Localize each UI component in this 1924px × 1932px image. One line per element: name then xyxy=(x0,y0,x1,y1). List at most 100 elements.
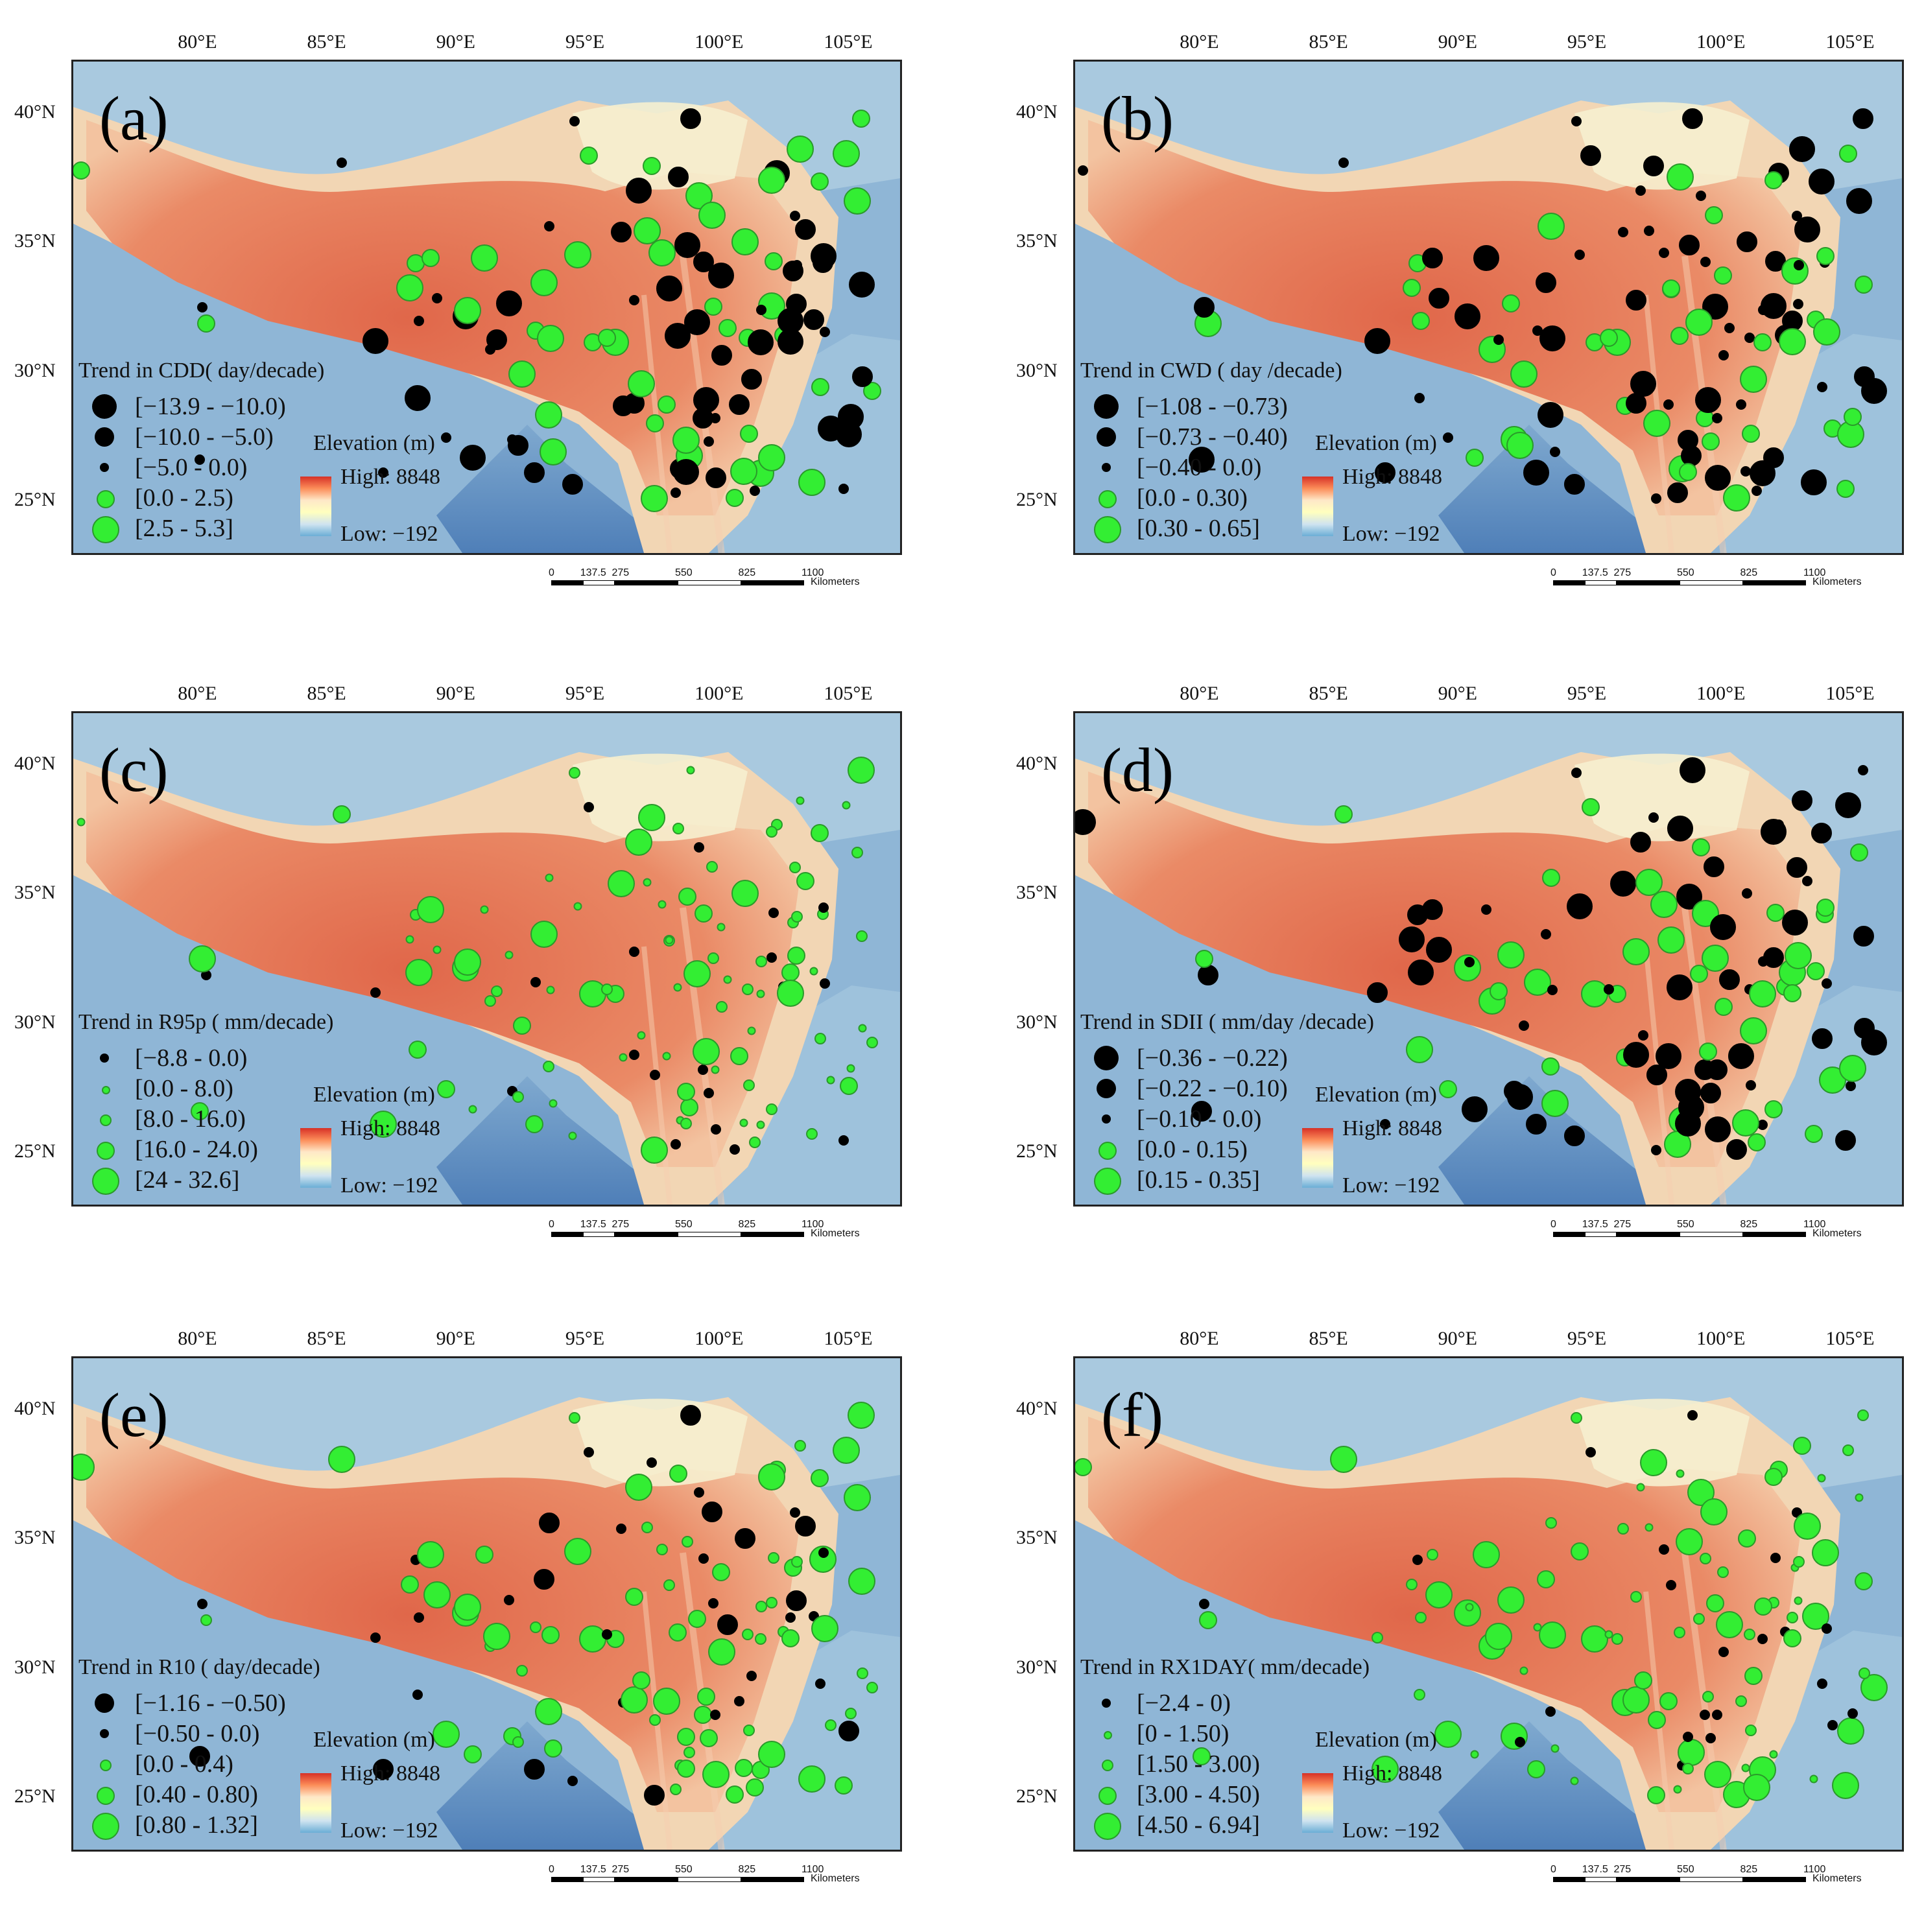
legend-item-label: [8.0 - 16.0) xyxy=(135,1105,246,1133)
panel-label: (a) xyxy=(99,84,169,153)
longitude-tick-label: 85°E xyxy=(1309,31,1348,53)
station-marker-increase xyxy=(1716,1611,1744,1639)
station-marker-decrease xyxy=(1338,157,1349,168)
station-marker-increase xyxy=(1793,1436,1812,1455)
scale-tick-label: 275 xyxy=(1613,1864,1632,1875)
station-marker-decrease xyxy=(601,1629,612,1640)
station-marker-increase xyxy=(1372,1756,1399,1784)
longitude-tick-label: 90°E xyxy=(436,683,475,704)
station-marker-increase xyxy=(600,984,613,996)
station-marker-increase xyxy=(758,1463,786,1491)
station-marker-increase xyxy=(328,1445,356,1473)
scale-tick-label: 1100 xyxy=(802,1864,824,1875)
station-marker-increase xyxy=(1806,961,1825,980)
scale-unit-label: Kilometers xyxy=(811,1228,860,1239)
station-marker-decrease xyxy=(1705,1733,1716,1744)
station-marker-increase xyxy=(1617,1523,1629,1535)
station-marker-decrease xyxy=(337,157,348,168)
station-marker-decrease xyxy=(1718,349,1729,360)
station-marker-increase xyxy=(1783,984,1802,1003)
elevation-high-label: High: 8848 xyxy=(340,1761,440,1785)
scale-tick-label: 550 xyxy=(1677,567,1694,578)
scale-tick-label: 137.5 xyxy=(1582,1219,1608,1230)
station-marker-increase xyxy=(568,1411,580,1424)
station-marker-decrease xyxy=(1801,875,1812,886)
legend-marker-increase xyxy=(1094,1168,1121,1195)
station-marker-increase xyxy=(423,1581,451,1609)
station-marker-increase xyxy=(1657,926,1685,954)
station-marker-increase xyxy=(646,414,665,433)
station-marker-increase xyxy=(1426,1548,1438,1561)
station-marker-increase xyxy=(843,187,871,215)
station-marker-decrease xyxy=(523,462,545,483)
station-marker-increase xyxy=(756,1120,765,1129)
station-marker-increase xyxy=(1537,1570,1555,1589)
map-panel: 80°E 85°E 90°E 95°E 100°E 105°E 40°N 35°N 30°N 25… xyxy=(0,1310,953,1932)
station-marker-decrease xyxy=(562,473,584,495)
station-marker-decrease xyxy=(1473,244,1500,271)
legend-marker-increase xyxy=(1099,490,1117,508)
station-marker-decrease xyxy=(1541,929,1551,940)
station-marker-increase xyxy=(665,936,674,945)
station-marker-decrease xyxy=(1189,446,1215,473)
scale-tick-label: 825 xyxy=(738,1219,756,1230)
station-marker-decrease xyxy=(818,1548,829,1559)
station-marker-increase xyxy=(695,904,713,923)
station-marker-increase xyxy=(1497,1586,1525,1614)
longitude-tick-label: 95°E xyxy=(1567,683,1607,704)
station-marker-decrease xyxy=(530,977,541,988)
station-marker-increase xyxy=(1666,163,1694,191)
legend-item-label: [0.0 - 0.4) xyxy=(135,1750,233,1778)
longitude-tick-label: 100°E xyxy=(1696,1328,1746,1349)
station-marker-decrease xyxy=(837,404,864,430)
scale-tick-label: 137.5 xyxy=(580,1219,606,1230)
legend-marker-increase xyxy=(1099,1142,1117,1160)
elevation-colorbar xyxy=(1302,1773,1333,1833)
scale-tick-label: 0 xyxy=(549,1864,554,1875)
longitude-tick-label: 90°E xyxy=(436,1328,475,1349)
legend-item-label: [0.0 - 0.15) xyxy=(1137,1136,1248,1163)
station-marker-decrease xyxy=(671,487,682,498)
latitude-tick-label: 40°N xyxy=(14,1397,56,1419)
station-marker-decrease xyxy=(1571,767,1582,778)
station-marker-decrease xyxy=(615,1524,626,1535)
station-marker-increase xyxy=(1704,206,1723,224)
station-marker-decrease xyxy=(1550,447,1561,458)
scale-bar: 0 137.5 275 550 825 1100 Kilometers xyxy=(1550,1219,1862,1245)
station-marker-increase xyxy=(1519,1666,1528,1675)
station-marker-decrease xyxy=(414,1612,425,1623)
station-marker-increase xyxy=(702,1761,730,1789)
station-marker-decrease xyxy=(730,1144,741,1155)
station-marker-decrease xyxy=(569,115,580,126)
station-marker-decrease xyxy=(1801,469,1827,496)
scale-unit-label: Kilometers xyxy=(811,1873,860,1884)
station-marker-decrease xyxy=(1812,1028,1833,1050)
station-marker-increase xyxy=(747,1026,756,1035)
longitude-tick-label: 105°E xyxy=(824,683,873,704)
legend-marker-increase xyxy=(100,1760,112,1771)
station-marker-decrease xyxy=(1793,298,1804,309)
station-marker-decrease xyxy=(1742,888,1753,899)
station-marker-decrease xyxy=(820,978,831,989)
station-marker-decrease xyxy=(195,454,206,465)
station-marker-increase xyxy=(1673,1785,1682,1794)
station-marker-decrease xyxy=(1808,169,1835,195)
legend-item-label: [−0.22 - −0.10) xyxy=(1137,1075,1288,1102)
station-marker-increase xyxy=(848,1567,875,1595)
station-marker-increase xyxy=(700,1729,719,1748)
scale-bar: 0 137.5 275 550 825 1100 Kilometers xyxy=(1550,567,1862,593)
scale-tick-label: 137.5 xyxy=(580,567,606,578)
station-marker-decrease xyxy=(539,1513,560,1534)
panel-label: (b) xyxy=(1101,84,1174,153)
scale-unit-label: Kilometers xyxy=(1812,1228,1862,1239)
legend-item-label: [−5.0 - 0.0) xyxy=(135,454,248,481)
station-marker-decrease xyxy=(1194,297,1215,318)
station-marker-decrease xyxy=(709,1709,720,1720)
legend-item-label: [0.0 - 2.5) xyxy=(135,484,233,512)
station-marker-decrease xyxy=(1740,465,1752,477)
scale-tick-label: 825 xyxy=(1740,1219,1758,1230)
station-marker-increase xyxy=(1811,1539,1839,1567)
scale-bar-segment xyxy=(1616,1877,1680,1882)
station-marker-increase xyxy=(1659,1692,1678,1711)
panel-label: (e) xyxy=(99,1380,169,1450)
